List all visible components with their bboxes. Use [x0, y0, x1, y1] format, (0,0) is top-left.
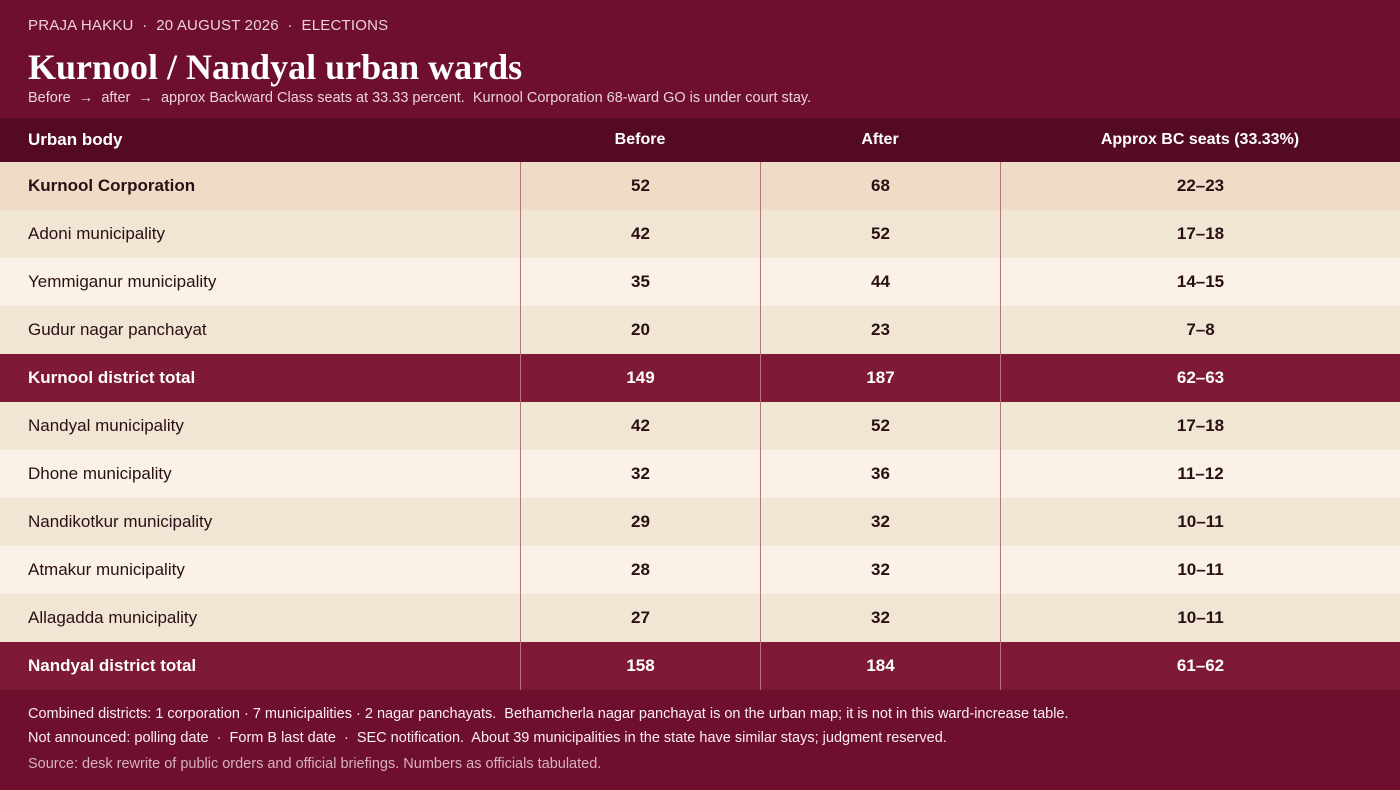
- table-row: Gudur nagar panchayat 20 23 7–8: [0, 306, 1400, 354]
- kicker: PRAJA HAKKU · 20 AUGUST 2026 · ELECTIONS: [28, 17, 389, 34]
- table-cell: 32: [760, 498, 1000, 546]
- total-row: Nandyal district total 158 184 61–62: [0, 642, 1400, 690]
- column-header: Before: [614, 131, 666, 148]
- table-cell: 61–62: [1000, 642, 1400, 690]
- column-header: Urban body: [28, 130, 123, 149]
- column-header: After: [861, 131, 899, 148]
- header-row: Urban body Before After Approx BC seats (33…: [0, 118, 1400, 162]
- title: Kurnool / Nandyal urban wards: [28, 47, 523, 87]
- table-cell: 23: [760, 306, 1000, 354]
- table-cell: 184: [760, 642, 1000, 690]
- table-cell: 32: [760, 546, 1000, 594]
- table-cell: 62–63: [1000, 354, 1400, 402]
- table-cell: 17–18: [1000, 402, 1400, 450]
- total-row: Kurnool district total 149 187 62–63: [0, 354, 1400, 402]
- table-row: Atmakur municipality 28 32 10–11: [0, 546, 1400, 594]
- table-cell: 158: [520, 642, 760, 690]
- subtitle: Before → after → approx Backward Class s…: [28, 90, 812, 106]
- footer-note: Not announced: polling date · Form B las…: [28, 730, 947, 746]
- table-row: Nandyal municipality 42 52 17–18: [0, 402, 1400, 450]
- table-cell: 42: [520, 402, 760, 450]
- table-cell: 52: [520, 162, 760, 210]
- table-cell: 187: [760, 354, 1000, 402]
- table-cell: 29: [520, 498, 760, 546]
- table-cell: 7–8: [1000, 306, 1400, 354]
- row-label: Adoni municipality: [28, 224, 166, 243]
- table-row: Allagadda municipality 27 32 10–11: [0, 594, 1400, 642]
- table-cell: 149: [520, 354, 760, 402]
- table-cell: 68: [760, 162, 1000, 210]
- table: Urban body Before After Approx BC seats (33…: [0, 118, 1400, 690]
- table-cell: 32: [760, 594, 1000, 642]
- footer: Combined districts: 1 corporation · 7 mu…: [28, 704, 1069, 772]
- table-cell: 44: [760, 258, 1000, 306]
- footer-note: Combined districts: 1 corporation · 7 mu…: [28, 706, 1069, 722]
- row-label: Nandyal district total: [28, 656, 197, 675]
- table-row: Adoni municipality 42 52 17–18: [0, 210, 1400, 258]
- table-cell: 52: [760, 402, 1000, 450]
- table-cell: 10–11: [1000, 594, 1400, 642]
- row-label: Kurnool Corporation: [28, 176, 196, 195]
- column-header: Approx BC seats (33.33%): [1100, 131, 1300, 148]
- table-cell: 17–18: [1000, 210, 1400, 258]
- table-row: Yemmiganur municipality 35 44 14–15: [0, 258, 1400, 306]
- table-row: Dhone municipality 32 36 11–12: [0, 450, 1400, 498]
- table-cell: 10–11: [1000, 546, 1400, 594]
- table-cell: 52: [760, 210, 1000, 258]
- table-cell: 28: [520, 546, 760, 594]
- table-cell: 11–12: [1000, 450, 1400, 498]
- table-cell: 42: [520, 210, 760, 258]
- table-row: Nandikotkur municipality 29 32 10–11: [0, 498, 1400, 546]
- row-label: Nandikotkur municipality: [28, 512, 213, 531]
- table-row: Kurnool Corporation 52 68 22–23: [0, 162, 1400, 210]
- source-note: Source: desk rewrite of public orders an…: [28, 756, 602, 772]
- row-label: Dhone municipality: [28, 464, 172, 483]
- table-cell: 32: [520, 450, 760, 498]
- row-label: Nandyal municipality: [28, 416, 184, 435]
- row-label: Yemmiganur municipality: [28, 272, 217, 291]
- row-label: Allagadda municipality: [28, 608, 198, 627]
- table-cell: 20: [520, 306, 760, 354]
- table-cell: 36: [760, 450, 1000, 498]
- table-cell: 27: [520, 594, 760, 642]
- table-cell: 10–11: [1000, 498, 1400, 546]
- row-label: Gudur nagar panchayat: [28, 320, 207, 339]
- table-cell: 22–23: [1000, 162, 1400, 210]
- row-label: Atmakur municipality: [28, 560, 185, 579]
- table-cell: 35: [520, 258, 760, 306]
- table-cell: 14–15: [1000, 258, 1400, 306]
- row-label: Kurnool district total: [28, 368, 196, 387]
